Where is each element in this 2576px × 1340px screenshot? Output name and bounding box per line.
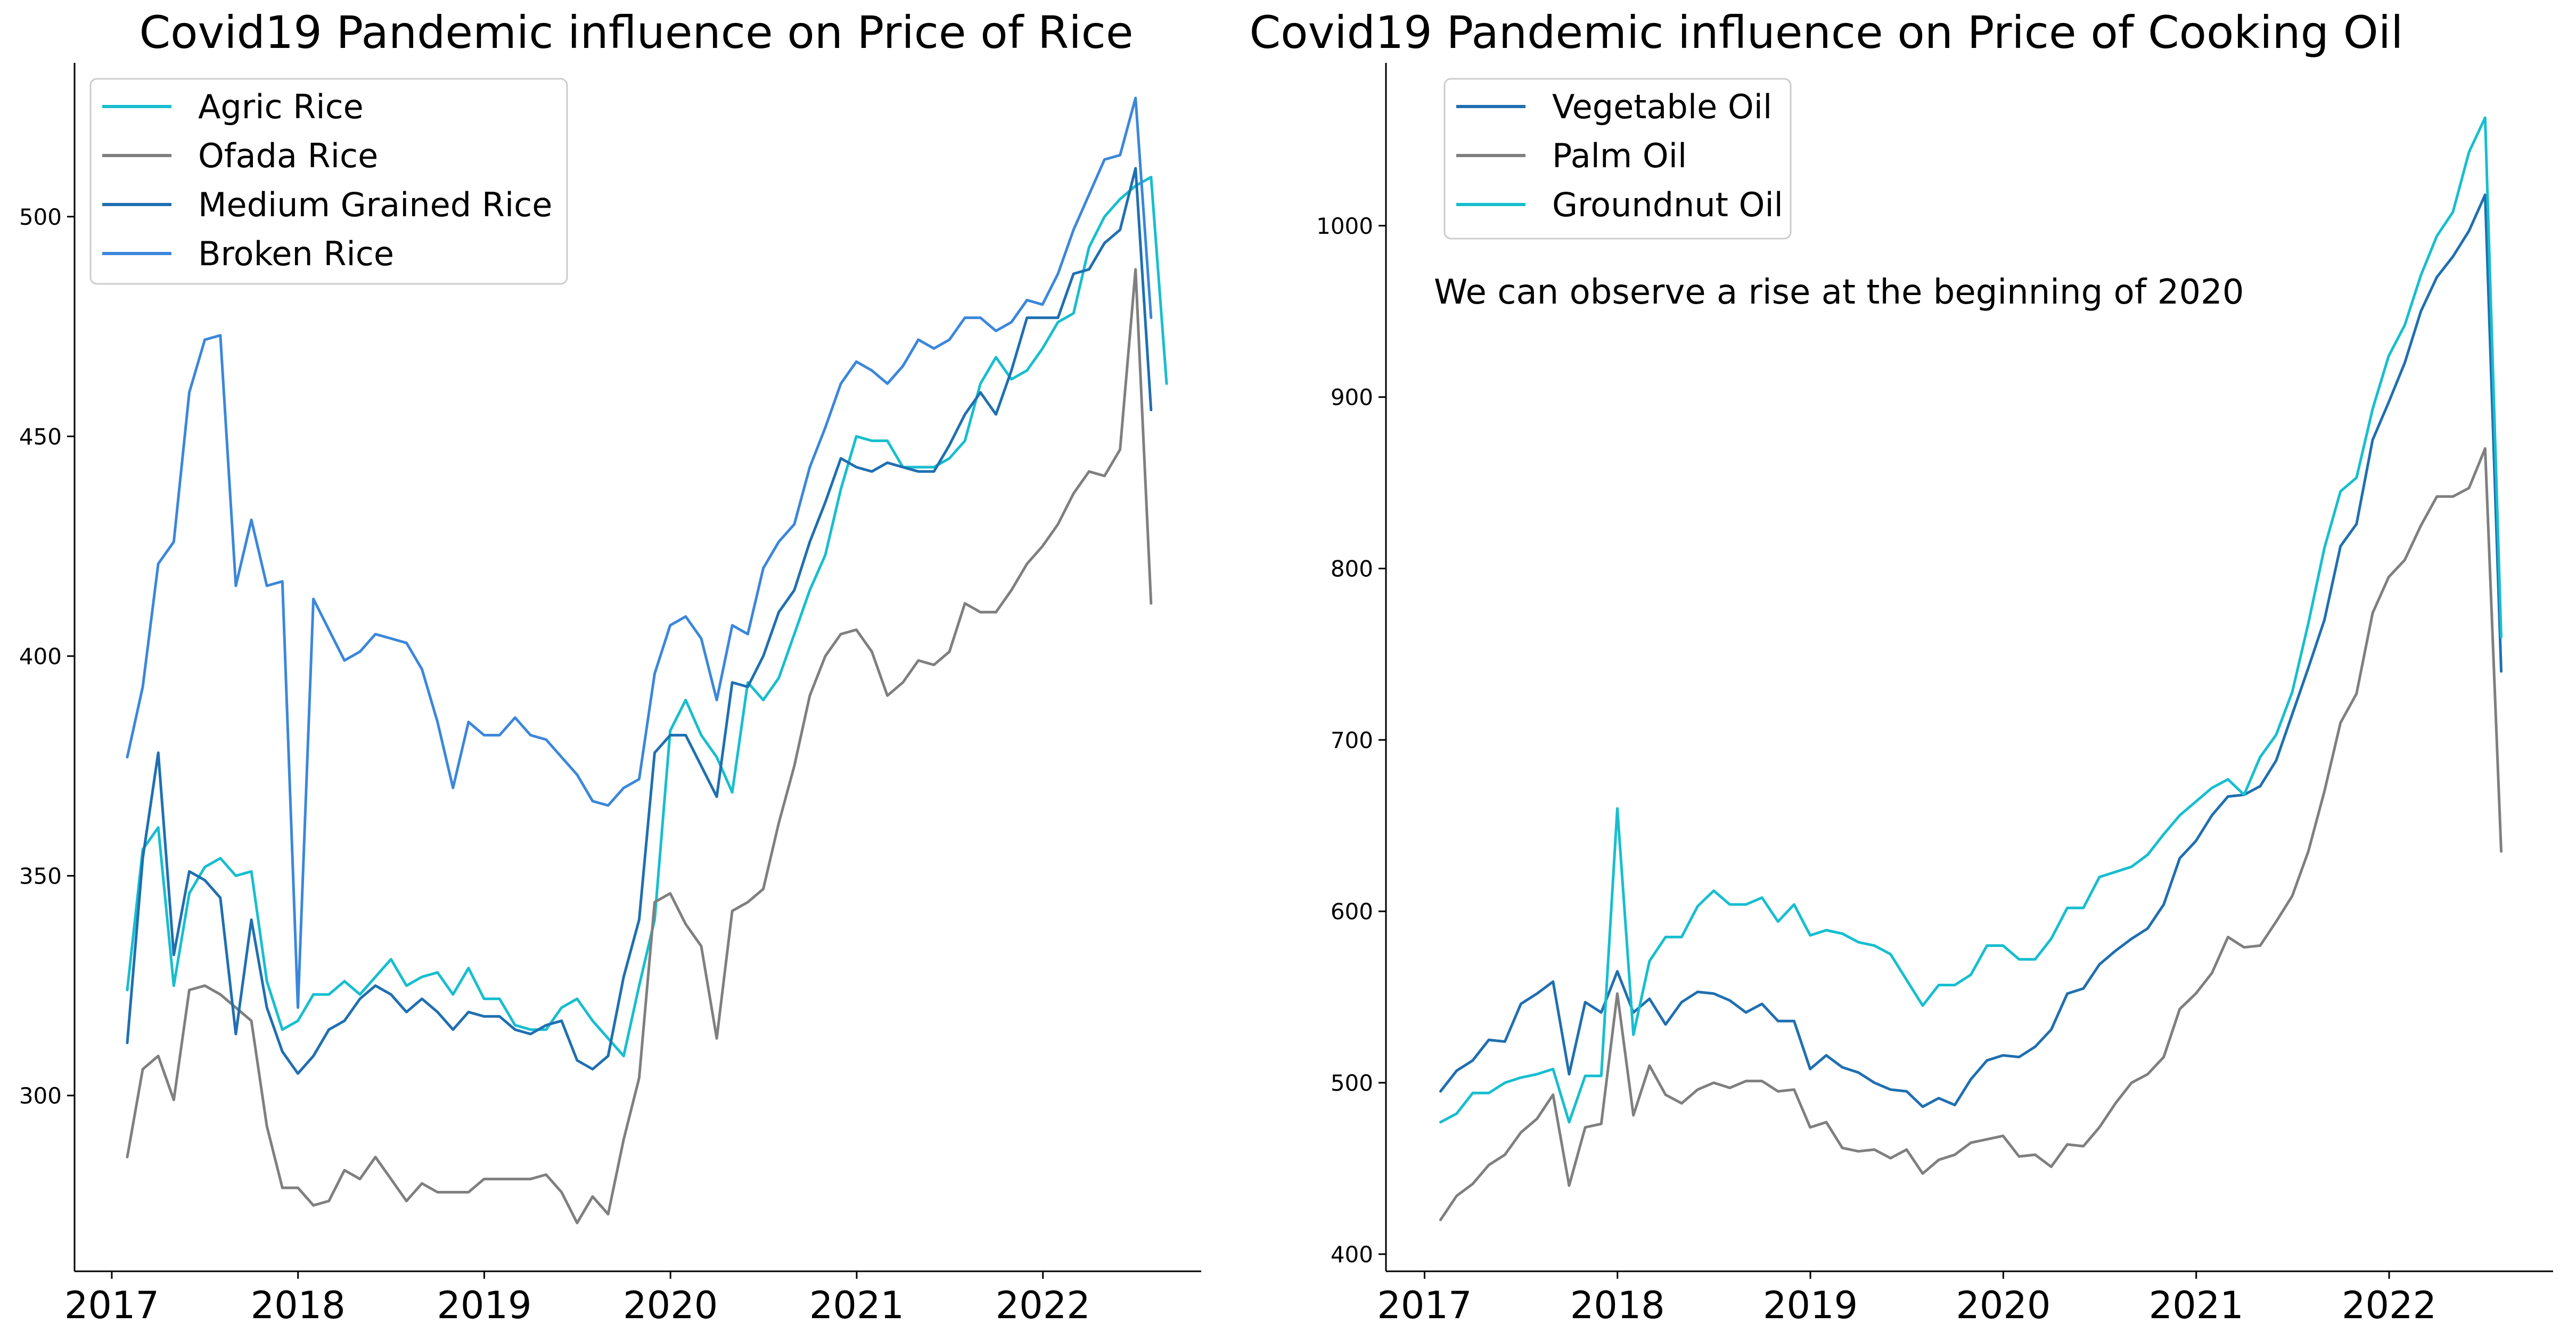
x-tick-label: 2020 <box>623 1284 718 1327</box>
y-tick-label: 450 <box>19 423 62 450</box>
y-tick-label: 350 <box>19 863 62 889</box>
y-tick-label: 700 <box>1331 727 1373 753</box>
legend-label: Medium Grained Rice <box>198 185 552 224</box>
legend-items: Agric Rice Ofada Rice Medium Grained Rice B… <box>102 87 552 273</box>
series-line-groundnut-oil <box>1439 116 2503 1124</box>
chart-title: Covid19 Pandemic influence on Price of C… <box>1250 6 2403 59</box>
legend-label: Vegetable Oil <box>1552 87 1772 126</box>
x-tick-label: 2017 <box>1377 1284 1472 1327</box>
series-line-ofada-rice <box>126 268 1153 1224</box>
legend: Agric Rice Ofada Rice Medium Grained Rice B… <box>89 78 568 285</box>
y-tick-label: 400 <box>19 643 62 669</box>
series-line-broken-rice <box>126 96 1153 1009</box>
x-tick-label: 2022 <box>996 1284 1090 1327</box>
cooking-oil-price-chart: Covid19 Pandemic influence on Price of C… <box>1250 6 2553 1327</box>
x-tick-label: 2021 <box>809 1284 904 1327</box>
y-tick-label: 1000 <box>1316 213 1373 239</box>
series-line-vegetable-oil <box>1439 193 2503 1108</box>
plot-area <box>1439 116 2503 1221</box>
legend-label: Groundnut Oil <box>1552 185 1783 224</box>
legend-label: Broken Rice <box>198 234 394 273</box>
legend-box <box>89 78 568 285</box>
x-tick-label: 2018 <box>251 1284 346 1327</box>
legend-label: Ofada Rice <box>198 136 378 175</box>
x-tick-label: 2017 <box>64 1284 159 1327</box>
y-axis-ticks: 400 500 600 700 800 900 1000 <box>1316 213 1386 1268</box>
x-axis-ticks: 2017 2018 2019 2020 2021 2022 <box>64 1271 1090 1327</box>
x-axis-ticks: 2017 2018 2019 2020 2021 2022 <box>1377 1271 2436 1327</box>
y-tick-label: 800 <box>1331 555 1373 582</box>
series-line-palm-oil <box>1439 447 2503 1221</box>
x-tick-label: 2019 <box>437 1284 531 1327</box>
legend-items: Vegetable Oil Palm Oil Groundnut Oil <box>1456 87 1783 224</box>
x-tick-label: 2018 <box>1570 1284 1665 1327</box>
plot-area <box>126 96 1168 1224</box>
series-line-medium-grained-rice <box>126 167 1153 1075</box>
legend-label: Agric Rice <box>198 87 364 126</box>
legend-box <box>1443 78 1792 240</box>
y-tick-label: 900 <box>1331 385 1373 411</box>
y-axis-ticks: 300 350 400 450 500 <box>19 204 75 1109</box>
x-tick-label: 2022 <box>2342 1284 2436 1327</box>
y-tick-label: 400 <box>1331 1241 1373 1268</box>
x-tick-label: 2020 <box>1956 1284 2050 1327</box>
y-tick-label: 600 <box>1331 898 1373 925</box>
legend-label: Palm Oil <box>1552 136 1687 175</box>
chart-title: Covid19 Pandemic influence on Price of R… <box>139 6 1133 59</box>
legend: Vegetable Oil Palm Oil Groundnut Oil <box>1443 78 1792 240</box>
x-tick-label: 2019 <box>1763 1284 1858 1327</box>
y-tick-label: 300 <box>19 1083 62 1109</box>
y-tick-label: 500 <box>1331 1070 1373 1096</box>
y-tick-label: 500 <box>19 204 62 230</box>
annotation-text: We can observe a rise at the beginning o… <box>1434 273 2244 312</box>
rice-price-chart: Covid19 Pandemic influence on Price of R… <box>19 6 1201 1327</box>
series-line-agric-rice <box>126 176 1168 1058</box>
x-tick-label: 2021 <box>2149 1284 2244 1327</box>
